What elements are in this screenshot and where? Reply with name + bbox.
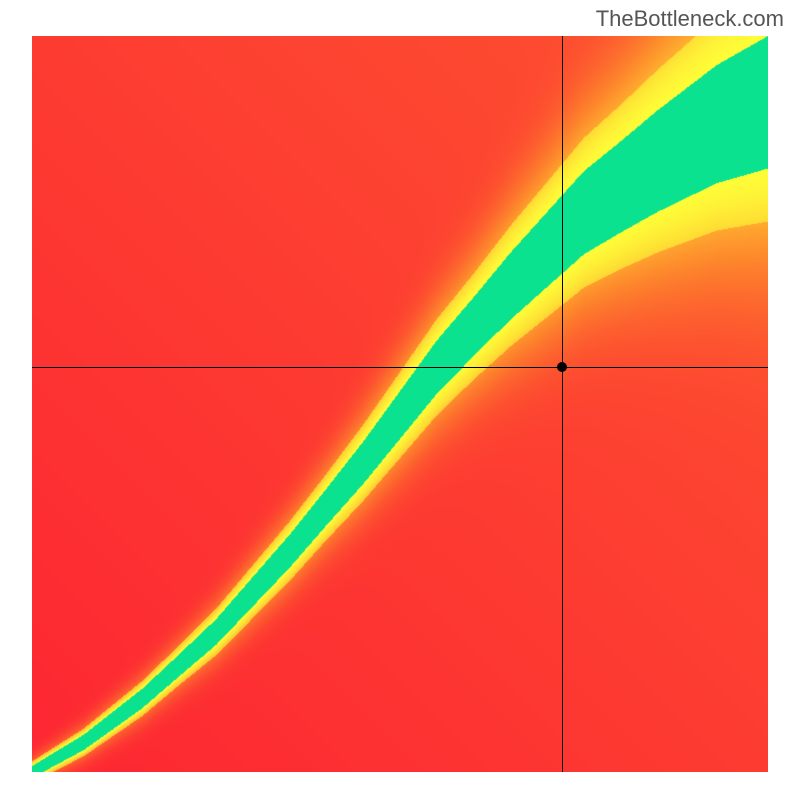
crosshair-vertical (562, 36, 563, 772)
crosshair-horizontal (32, 367, 768, 368)
heatmap-canvas (32, 36, 768, 772)
crosshair-marker (557, 362, 567, 372)
watermark-text: TheBottleneck.com (596, 6, 784, 32)
plot-area (32, 36, 768, 772)
chart-container: TheBottleneck.com (0, 0, 800, 800)
